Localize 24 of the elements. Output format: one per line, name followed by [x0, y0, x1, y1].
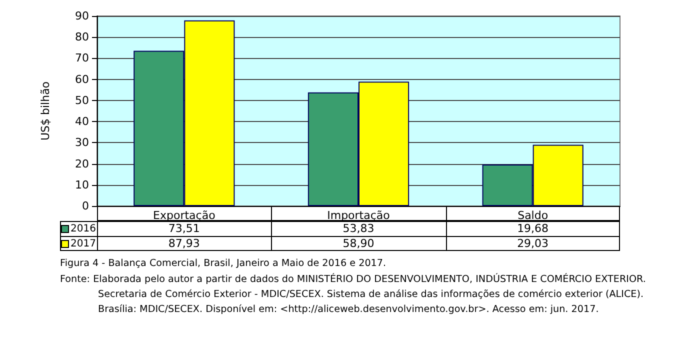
y-tick-label: 80: [75, 30, 89, 44]
legend-label: 2017: [70, 238, 96, 250]
y-tick-label: 90: [75, 10, 89, 22]
y-axis-title: US$ bilhão: [39, 81, 52, 141]
y-tick-label: 60: [75, 72, 89, 86]
y-tick-label: 20: [75, 157, 89, 170]
legend-label: 2016: [70, 224, 96, 234]
data-label: 87,93: [167, 237, 201, 252]
source-note: Fonte: Elaborada pelo autor a partir de dados do MINISTÉRIO DO DESENVOLVIMENTO, INDÚSTRIA E COMÉRCIO EXTERIOR. Secretaria de Comércio Exterior - MDIC/SECEX. Sistema de análise das informações de comércio exterior (ALICE). Brasília: MDIC/SECEX. Disponível em: <http://aliceweb.desenvolvimento.gov.br>. Acesso em: jun. 2017.: [60, 272, 647, 317]
data-label: 19,68: [516, 222, 550, 237]
y-tick-label: 70: [75, 52, 89, 65]
y-tick-label: 30: [75, 136, 89, 150]
y-tick-label: 0: [82, 200, 89, 212]
data-label: 29,03: [516, 237, 550, 252]
x-tick-label: Exportação: [153, 209, 216, 222]
y-tick-label: 50: [75, 94, 89, 107]
y-tick-label: 40: [75, 115, 89, 128]
data-label: 53,83: [342, 222, 376, 237]
y-tick-label: 10: [75, 178, 89, 192]
data-label: 73,51: [167, 222, 201, 237]
data-label: 58,90: [342, 237, 376, 252]
x-tick-label: Saldo: [518, 209, 548, 222]
x-tick-label: Importação: [327, 209, 390, 222]
text: Figura 4 - Balança Comercial, Brasil, Janeiro a Maio de 2016 e 2017.: [60, 257, 388, 271]
